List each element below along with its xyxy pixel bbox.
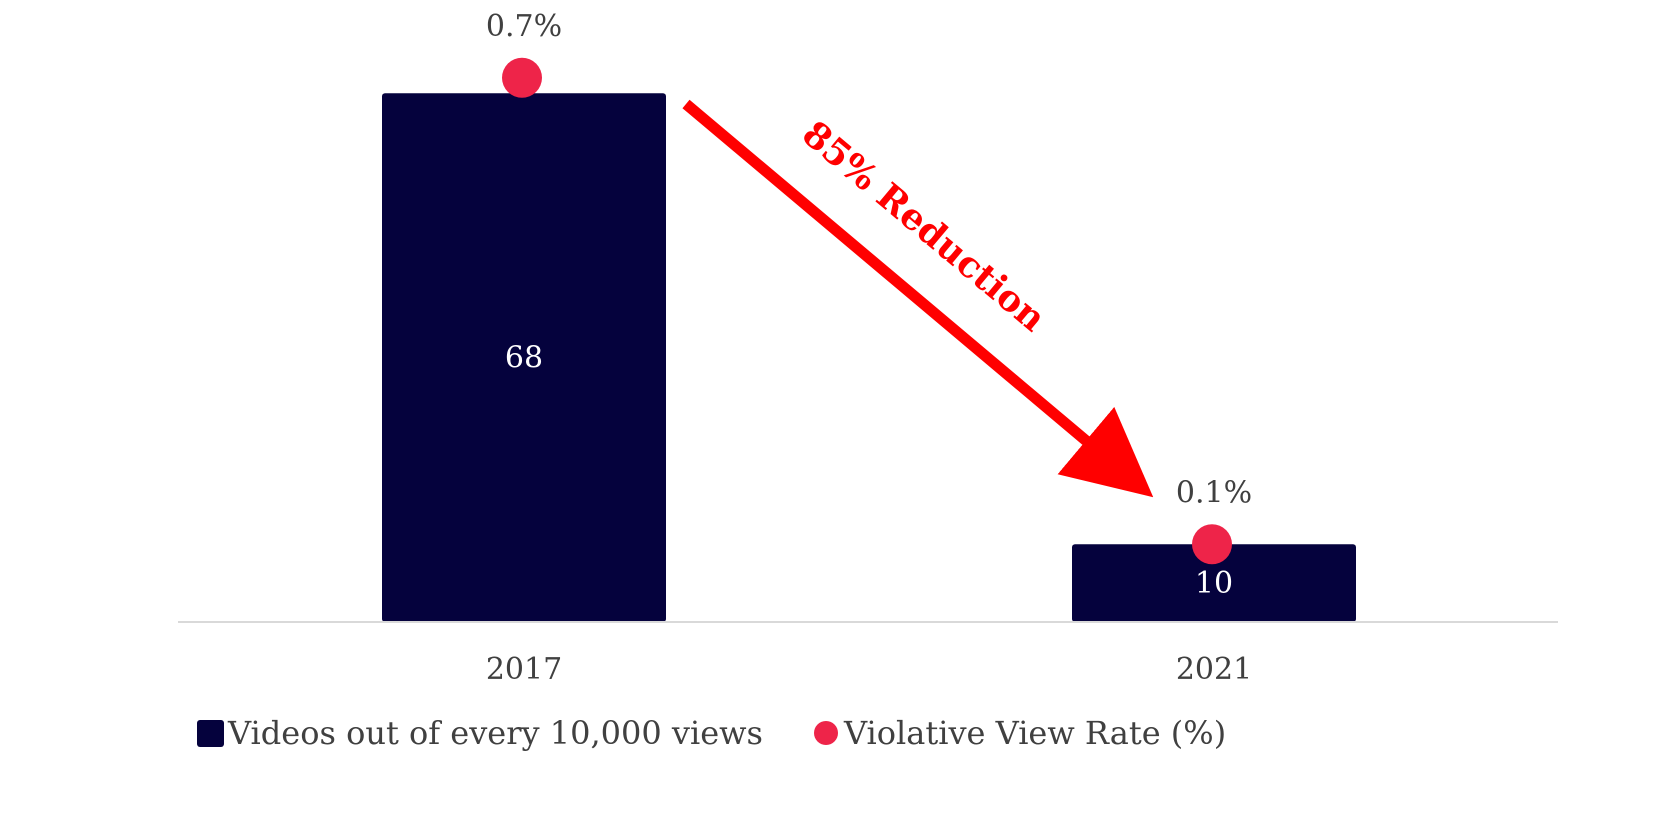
point-2021 (1192, 524, 1232, 565)
bar-label-2017: 68 (505, 341, 543, 376)
legend-swatch-points (814, 721, 838, 745)
legend: Videos out of every 10,000 views Violativ… (197, 714, 1226, 752)
legend-label-points: Violative View Rate (%) (843, 714, 1226, 752)
bar-2021 (1072, 544, 1356, 622)
bar-2017 (382, 93, 666, 623)
tick-label-2017: 2017 (486, 652, 562, 687)
point-2017 (502, 57, 542, 98)
point-label-2017: 0.7% (486, 9, 562, 44)
legend-label-bars: Videos out of every 10,000 views (227, 714, 763, 752)
legend-swatch-bars (197, 720, 224, 747)
tick-label-2021: 2021 (1176, 652, 1252, 687)
bar-label-2021: 10 (1195, 566, 1233, 601)
point-label-2021: 0.1% (1176, 475, 1252, 510)
reduction-arrow (682, 99, 1154, 498)
